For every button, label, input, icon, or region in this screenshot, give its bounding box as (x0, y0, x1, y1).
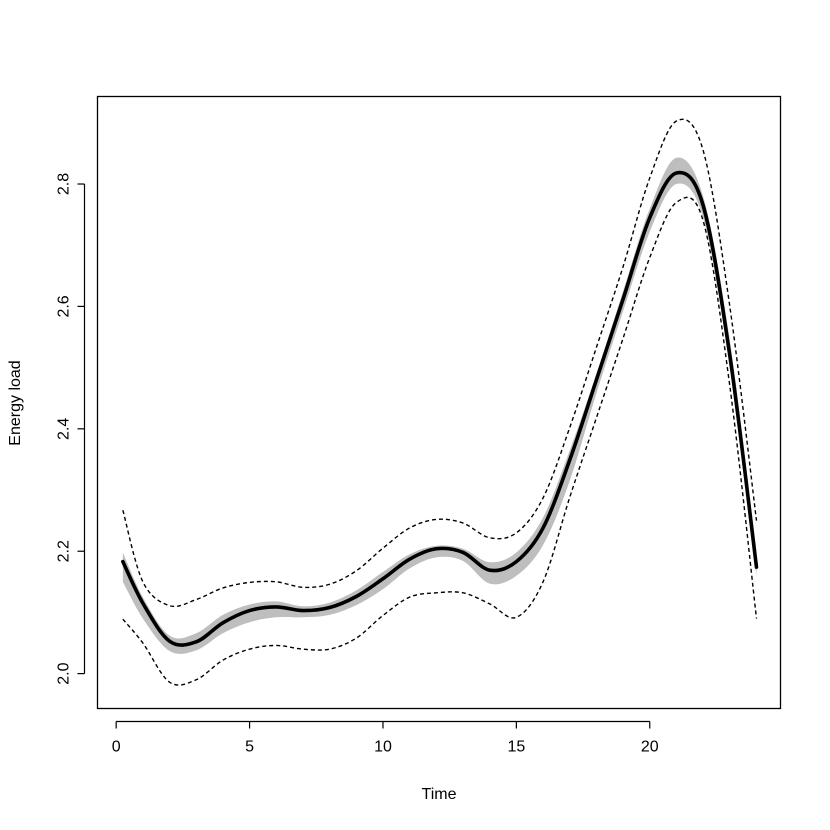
lower-bound-line (122, 196, 758, 686)
y-tick-label: 2.2 (56, 540, 73, 562)
confidence-band (122, 157, 757, 654)
y-tick-label: 2.0 (56, 662, 73, 684)
x-tick-label: 15 (507, 739, 525, 756)
plot-frame (96, 95, 782, 710)
x-tick-label: 5 (245, 739, 254, 756)
y-tick-label: 2.8 (56, 173, 73, 195)
upper-bound-line (122, 118, 758, 608)
lines-layer (121, 118, 759, 686)
x-axis-title: Time (422, 786, 457, 803)
band-layer (122, 157, 757, 654)
x-tick-label: 10 (374, 739, 392, 756)
x-tick-label: 20 (641, 739, 659, 756)
y-tick-label: 2.6 (56, 295, 73, 317)
y-axis: 2.0 2.2 2.4 2.6 2.8 (56, 173, 86, 685)
x-axis: 0 5 10 15 20 (112, 720, 659, 756)
y-tick-label: 2.4 (56, 418, 73, 440)
mean-curve-line (121, 170, 759, 647)
y-axis-title: Energy load (7, 360, 24, 445)
x-tick-label: 0 (112, 739, 121, 756)
